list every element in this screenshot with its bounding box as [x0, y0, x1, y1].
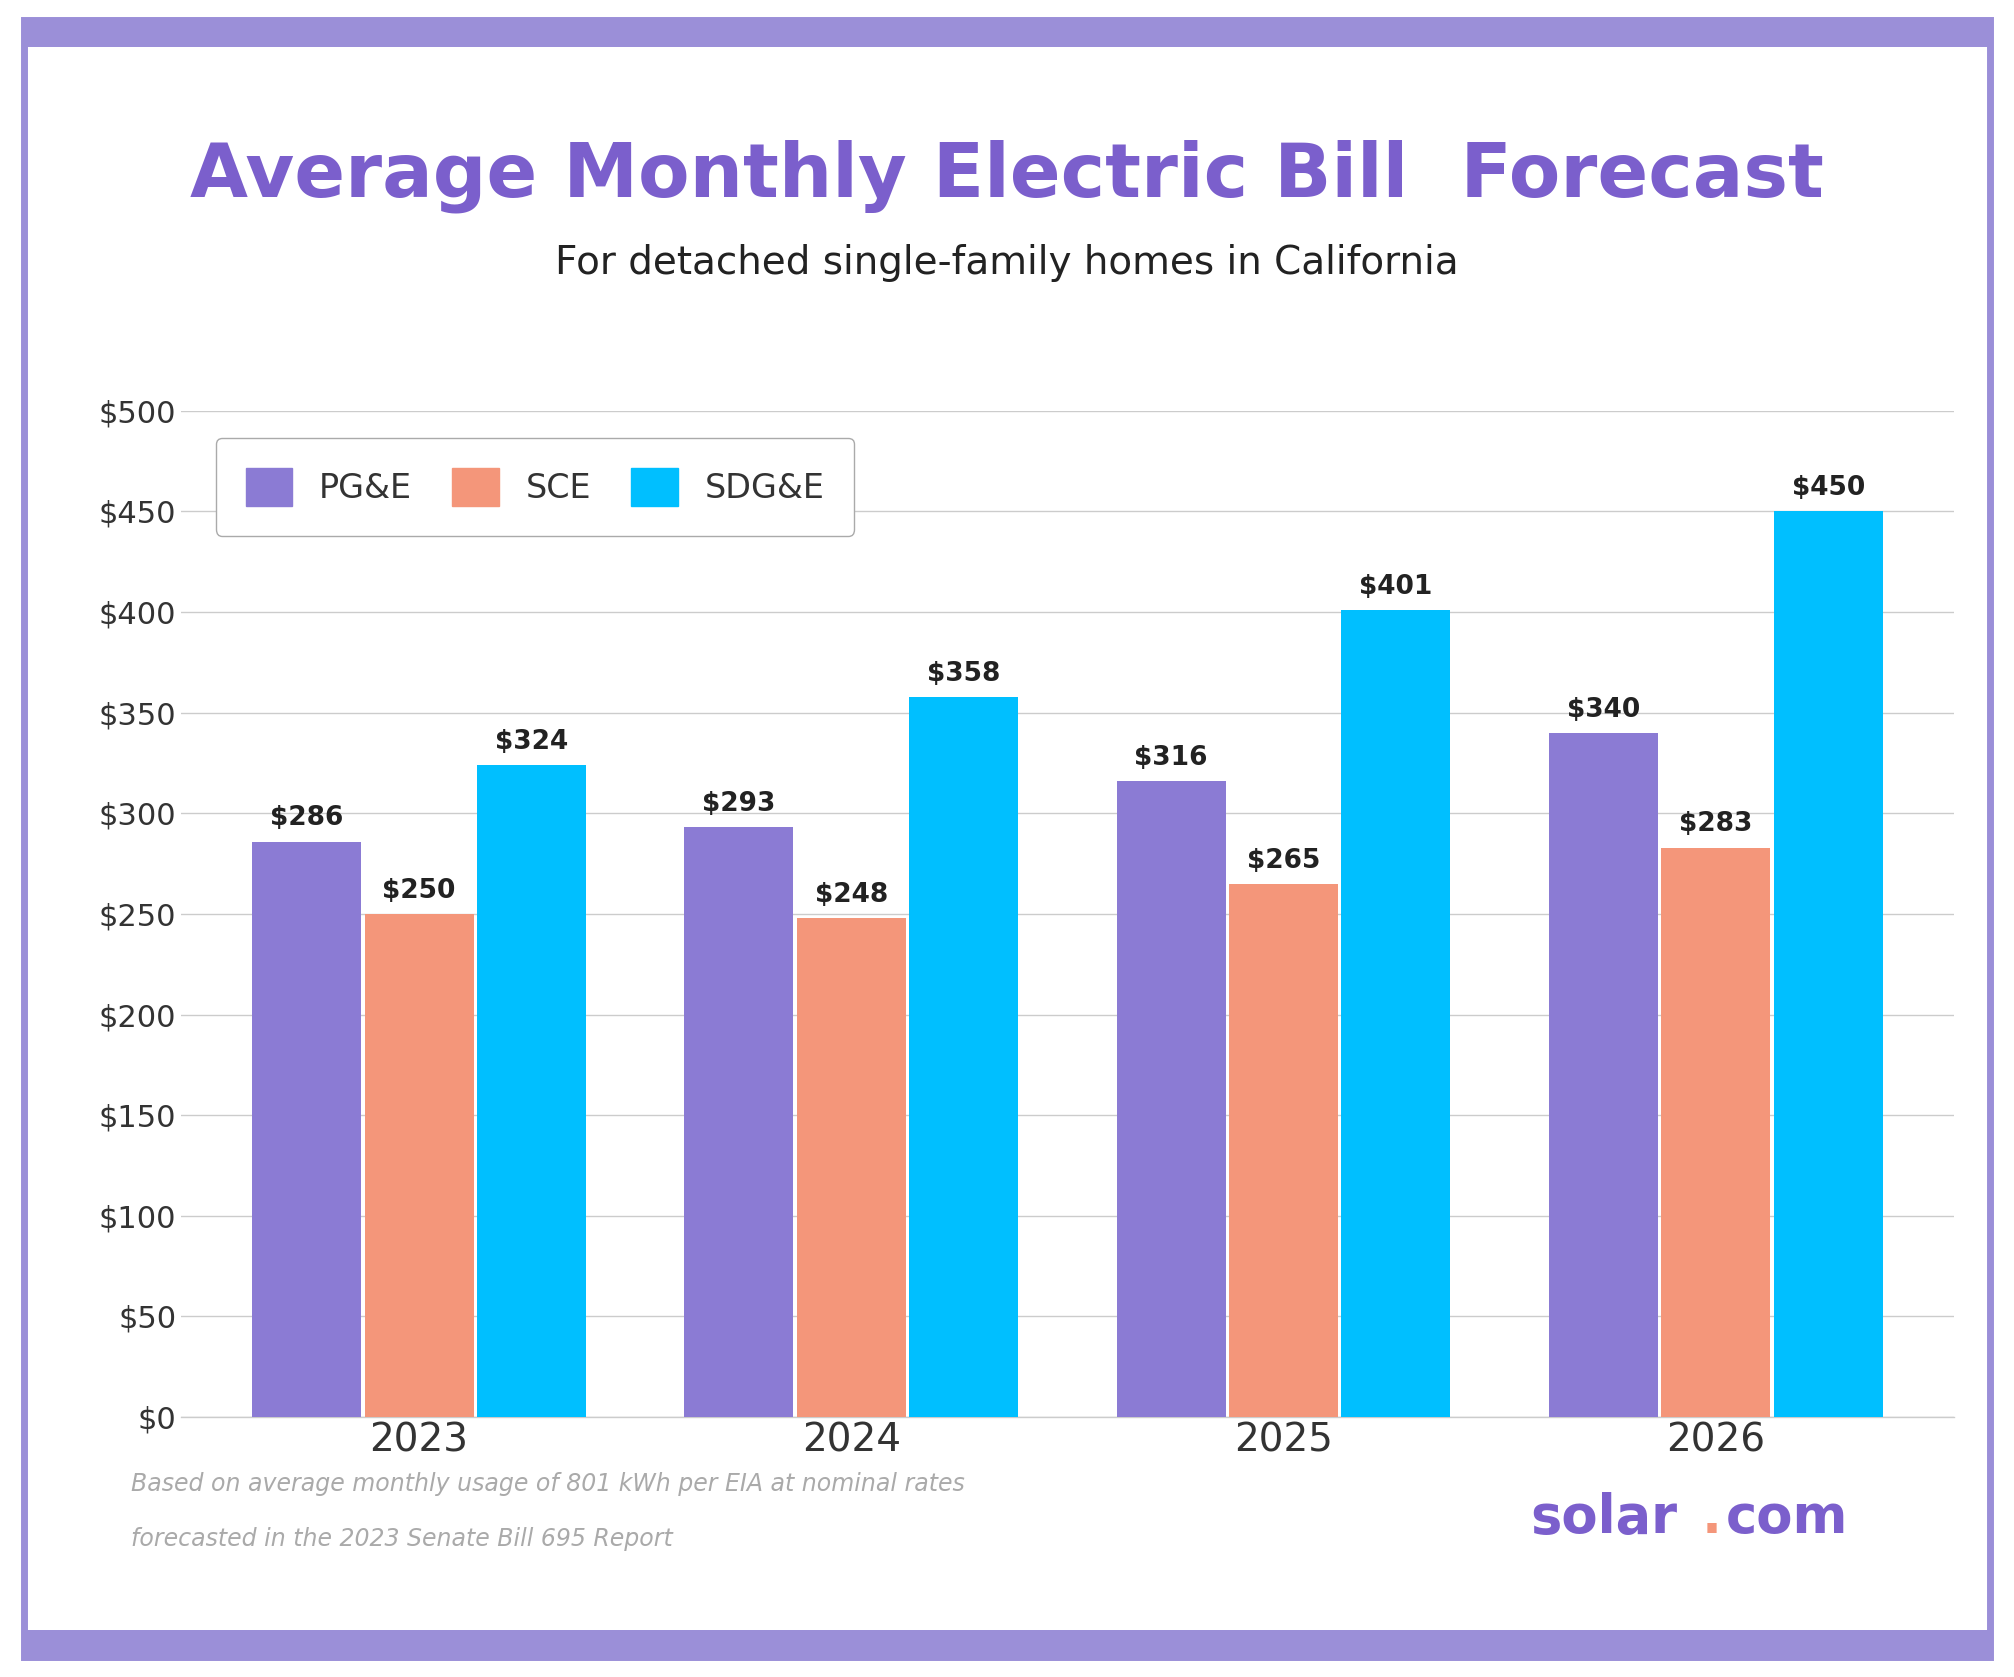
- Bar: [1549, 733, 1658, 1417]
- Bar: [1774, 511, 1883, 1417]
- Bar: [908, 696, 1019, 1417]
- Bar: [798, 917, 906, 1417]
- Bar: [477, 765, 586, 1417]
- Bar: [685, 827, 794, 1417]
- Text: $293: $293: [703, 792, 775, 817]
- Text: $358: $358: [926, 661, 1001, 686]
- Bar: [252, 842, 361, 1417]
- Text: $248: $248: [814, 882, 888, 907]
- Text: solar: solar: [1531, 1491, 1678, 1545]
- Text: $283: $283: [1680, 812, 1752, 837]
- Legend: PG&E, SCE, SDG&E: PG&E, SCE, SDG&E: [215, 438, 854, 537]
- Text: $250: $250: [383, 877, 455, 904]
- Text: For detached single-family homes in California: For detached single-family homes in Cali…: [556, 245, 1458, 282]
- Text: $324: $324: [495, 729, 568, 755]
- Bar: [1116, 781, 1227, 1417]
- Text: forecasted in the 2023 Senate Bill 695 Report: forecasted in the 2023 Senate Bill 695 R…: [131, 1528, 673, 1551]
- Bar: [1341, 610, 1450, 1417]
- Text: $286: $286: [270, 805, 342, 832]
- Text: Based on average monthly usage of 801 kWh per EIA at nominal rates: Based on average monthly usage of 801 kW…: [131, 1472, 965, 1496]
- Bar: [1662, 847, 1770, 1417]
- Text: $265: $265: [1247, 847, 1321, 874]
- Text: $401: $401: [1359, 574, 1432, 600]
- Text: com: com: [1726, 1491, 1849, 1545]
- Text: .: .: [1702, 1491, 1722, 1545]
- Text: $340: $340: [1567, 696, 1639, 723]
- Text: $450: $450: [1792, 475, 1865, 501]
- Text: $316: $316: [1134, 745, 1208, 771]
- Text: Average Monthly Electric Bill  Forecast: Average Monthly Electric Bill Forecast: [189, 139, 1825, 213]
- Bar: [1229, 884, 1337, 1417]
- Bar: [365, 914, 473, 1417]
